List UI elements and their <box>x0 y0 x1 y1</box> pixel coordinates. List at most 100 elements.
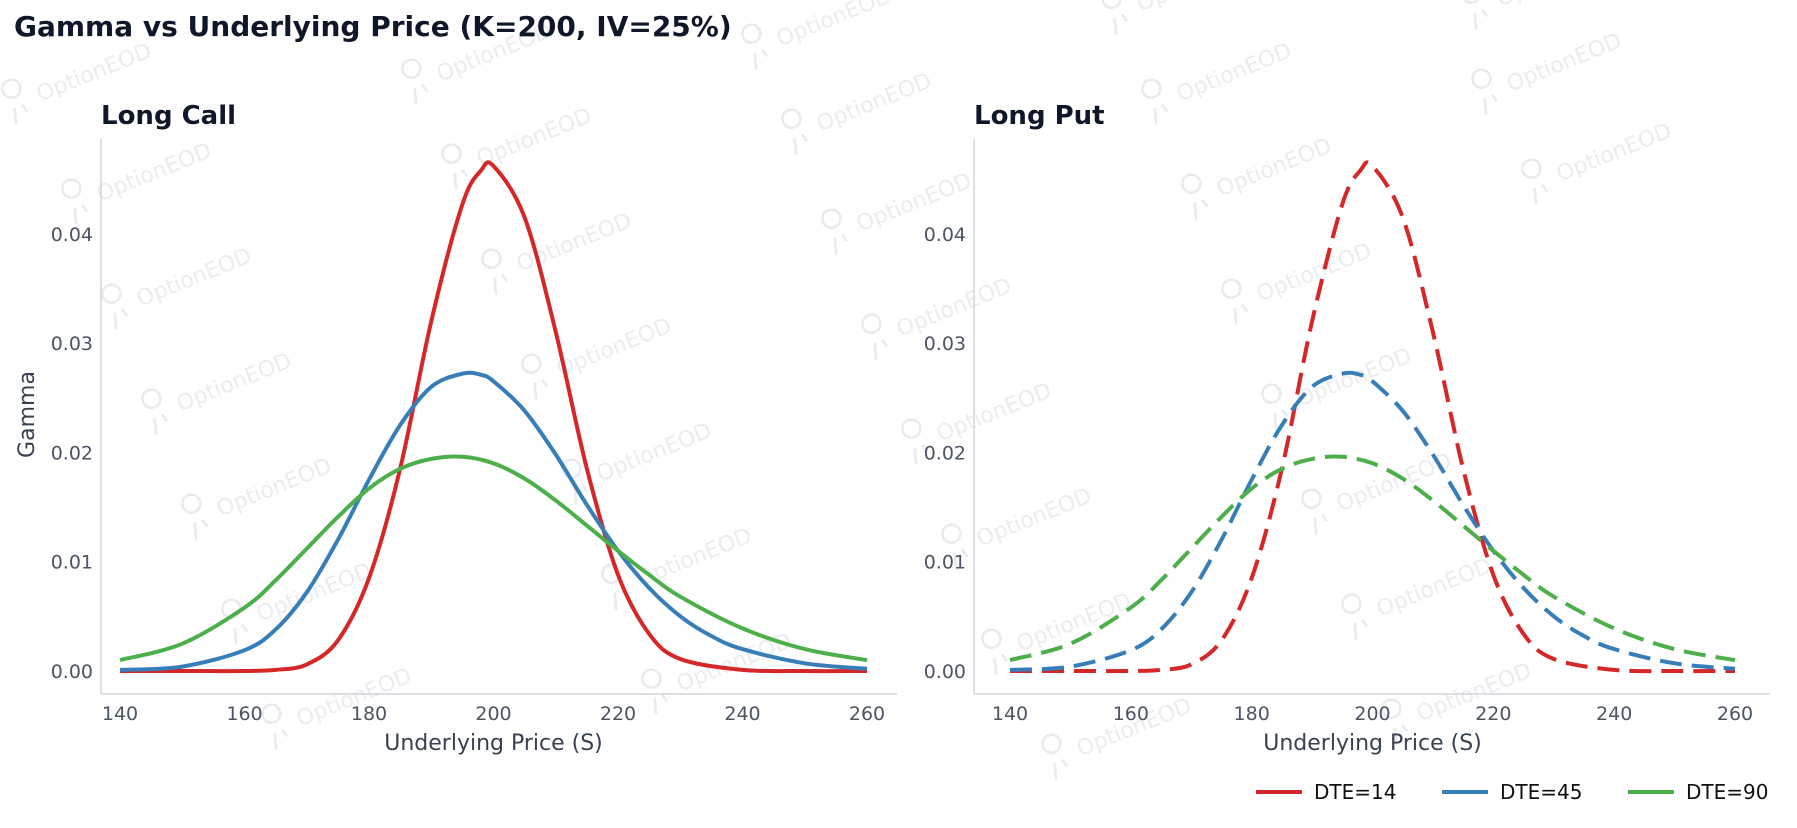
watermark: OptionEOD <box>1141 39 1295 125</box>
x-tick-label: 200 <box>475 703 511 725</box>
watermark: OptionEOD <box>141 349 295 435</box>
legend-label: DTE=90 <box>1686 780 1768 804</box>
watermark-logo-icon <box>981 628 1009 675</box>
watermark-text: OptionEOD <box>93 139 215 208</box>
watermark-logo-icon <box>741 23 769 70</box>
watermark-logo-icon <box>1101 0 1129 35</box>
watermark-logo-icon <box>781 108 809 155</box>
watermark-logo-icon <box>821 208 849 255</box>
watermark-logo-icon <box>1261 383 1289 430</box>
watermark: OptionEOD <box>1181 134 1335 220</box>
x-axis-label: Underlying Price (S) <box>1263 731 1482 756</box>
watermark-text: OptionEOD <box>1553 119 1675 188</box>
watermark: OptionEOD <box>441 104 595 190</box>
watermark-text: OptionEOD <box>773 0 895 52</box>
panel-title: Long Put <box>974 101 1105 131</box>
legend-label: DTE=14 <box>1314 780 1396 804</box>
watermark-text: OptionEOD <box>33 39 155 108</box>
y-tick-label: 0.00 <box>51 661 93 683</box>
series-line-dte-90 <box>119 454 868 663</box>
legend-label: DTE=45 <box>1500 780 1582 804</box>
watermark-logo-icon <box>941 523 969 570</box>
watermark-logo-icon <box>101 283 129 330</box>
y-tick-label: 0.04 <box>924 224 966 246</box>
watermark: OptionEOD <box>521 314 675 400</box>
watermark-text: OptionEOD <box>633 524 755 593</box>
x-tick-label: 200 <box>1354 703 1390 725</box>
watermark: OptionEOD <box>781 69 935 155</box>
watermark: OptionEOD <box>1101 0 1255 35</box>
y-tick-label: 0.02 <box>924 442 966 464</box>
watermark-text: OptionEOD <box>253 559 375 628</box>
watermark: OptionEOD <box>1521 119 1675 205</box>
x-tick-label: 220 <box>600 703 636 725</box>
watermark-text: OptionEOD <box>213 454 335 523</box>
long-put-panel: Long Put 140 160 180 200 220 240 260 0.00 0.01 0.0… <box>924 101 1770 756</box>
series-line-dte-14 <box>120 160 868 674</box>
watermark: OptionEOD <box>981 589 1135 675</box>
legend-item: DTE=45 <box>1442 780 1582 804</box>
watermark-text: OptionEOD <box>1133 0 1255 17</box>
watermark: OptionEOD <box>221 559 375 645</box>
watermark-logo-icon <box>1 78 29 125</box>
long-call-panel: Long Call 140 160 180 200 220 240 260 0.00 0.01 0.… <box>15 101 897 756</box>
watermark: OptionEOD <box>1471 29 1625 115</box>
watermark: OptionEOD <box>1221 239 1375 325</box>
watermark-text: OptionEOD <box>1173 39 1295 108</box>
watermark-logo-icon <box>1181 173 1209 220</box>
watermark: OptionEOD <box>741 0 895 70</box>
x-tick-label: 240 <box>1596 703 1632 725</box>
series-line-dte-45 <box>119 370 868 672</box>
watermark-logo-icon <box>61 178 89 225</box>
watermark-logo-icon <box>1461 0 1489 30</box>
x-tick-label: 240 <box>724 703 760 725</box>
watermark-logo-icon <box>1521 158 1549 205</box>
watermark: OptionEOD <box>481 209 635 295</box>
watermark-logo-icon <box>181 493 209 540</box>
series-line-dte-90 <box>1009 454 1736 663</box>
watermark-logo-icon <box>481 248 509 295</box>
x-tick-label: 180 <box>1234 703 1270 725</box>
x-tick-label: 260 <box>1717 703 1753 725</box>
watermark-logo-icon <box>1471 68 1499 115</box>
watermark-text: OptionEOD <box>973 484 1095 553</box>
watermark-logo-icon <box>141 388 169 435</box>
panel-title: Long Call <box>101 101 236 131</box>
x-tick-label: 160 <box>226 703 262 725</box>
y-tick-label: 0.02 <box>51 442 93 464</box>
watermark-text: OptionEOD <box>553 314 675 383</box>
watermark-text: OptionEOD <box>1013 589 1135 658</box>
watermark-text: OptionEOD <box>133 244 255 313</box>
watermark-text: OptionEOD <box>173 349 295 418</box>
watermark-logo-icon <box>1381 698 1409 745</box>
watermark: OptionEOD <box>1041 694 1195 780</box>
x-tick-label: 160 <box>1113 703 1149 725</box>
y-tick-label: 0.03 <box>924 333 966 355</box>
watermark-logo-icon <box>1141 78 1169 125</box>
watermark-text: OptionEOD <box>1253 239 1375 308</box>
x-tick-label: 260 <box>849 703 885 725</box>
watermark-logo-icon <box>1041 733 1069 780</box>
y-tick-label: 0.01 <box>924 552 966 574</box>
series-line-dte-45 <box>1009 370 1736 672</box>
watermark-logo-icon <box>1341 593 1369 640</box>
legend-item: DTE=14 <box>1256 780 1396 804</box>
watermark-logo-icon <box>861 313 889 360</box>
watermark-text: OptionEOD <box>893 274 1015 343</box>
watermark-logo-icon <box>901 418 929 465</box>
watermark: OptionEOD <box>1381 659 1535 745</box>
watermark: OptionEOD <box>1261 344 1415 430</box>
watermark-logo-icon <box>261 703 289 750</box>
figure-title: Gamma vs Underlying Price (K=200, IV=25%… <box>14 10 732 43</box>
x-tick-label: 140 <box>102 703 138 725</box>
watermark-text: OptionEOD <box>1493 0 1615 12</box>
x-tick-label: 140 <box>992 703 1028 725</box>
y-tick-label: 0.03 <box>51 333 93 355</box>
watermark-logo-icon <box>401 58 429 105</box>
series-line-dte-14 <box>1010 160 1736 674</box>
watermark-text: OptionEOD <box>1503 29 1625 98</box>
y-tick-label: 0.01 <box>51 552 93 574</box>
watermark-logo-icon <box>1301 488 1329 535</box>
x-tick-label: 220 <box>1475 703 1511 725</box>
